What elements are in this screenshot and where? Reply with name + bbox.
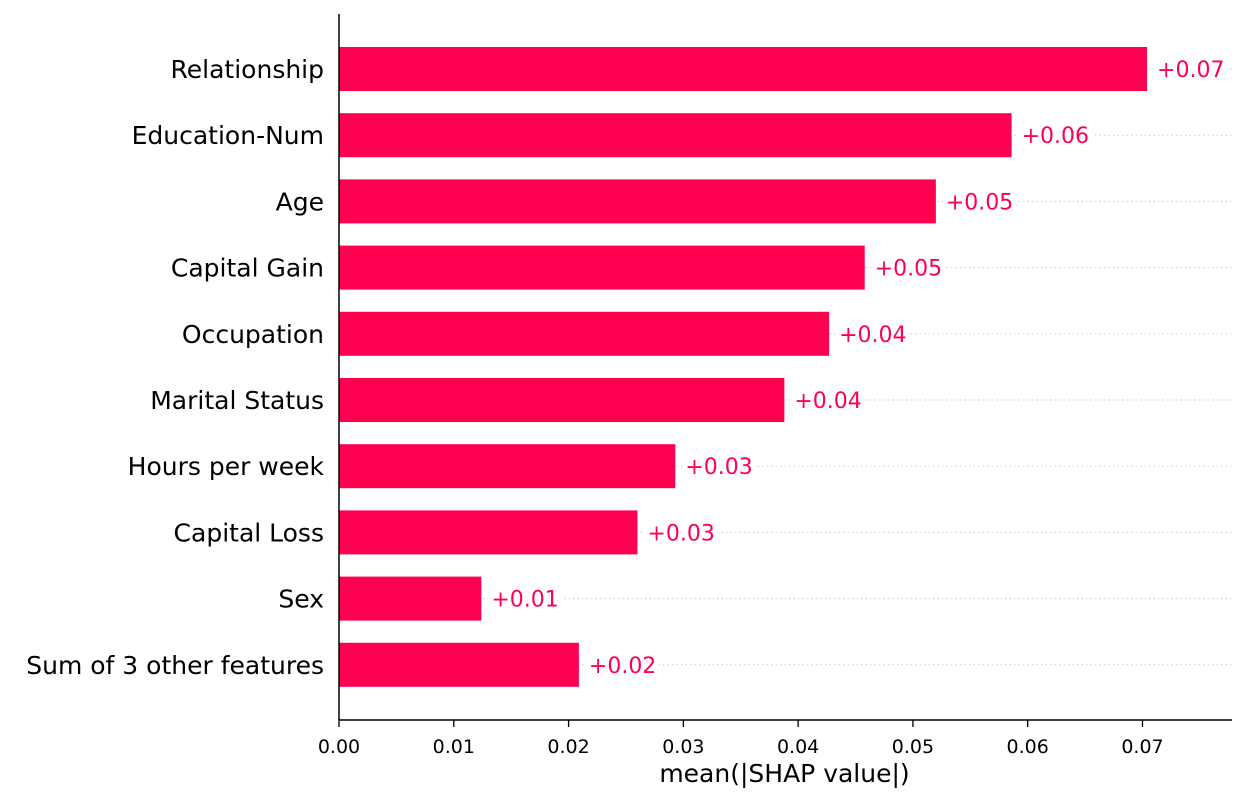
x-tick-label: 0.07 <box>1121 736 1163 758</box>
value-label: +0.05 <box>875 257 942 282</box>
category-label: Education-Num <box>132 121 324 150</box>
category-label: Relationship <box>171 55 324 84</box>
x-tick-label: 0.04 <box>777 736 819 758</box>
category-label: Sex <box>278 585 324 614</box>
category-label: Age <box>276 187 324 216</box>
guide-lines <box>339 68 1232 666</box>
bar <box>339 642 579 687</box>
bars <box>339 47 1148 687</box>
bar <box>339 311 830 356</box>
value-label-background <box>942 190 1017 216</box>
category-label: Occupation <box>182 320 324 349</box>
value-label: +0.06 <box>1022 124 1089 149</box>
value-label: +0.03 <box>647 521 714 546</box>
x-tick-label: 0.01 <box>433 736 475 758</box>
value-label: +0.04 <box>794 389 861 414</box>
value-label-background <box>836 322 910 348</box>
bar <box>339 444 676 489</box>
value-label: +0.07 <box>1157 58 1224 83</box>
x-tick-label: 0.00 <box>318 736 360 758</box>
bar <box>339 47 1148 91</box>
bar <box>339 245 865 290</box>
value-label: +0.04 <box>839 323 906 348</box>
x-ticks: 0.00 0.01 0.02 0.03 0.04 0.05 0.06 0.07 <box>318 720 1164 758</box>
value-label: +0.03 <box>685 455 752 480</box>
value-label-background <box>871 256 946 282</box>
x-tick-label: 0.06 <box>1007 736 1049 758</box>
value-labels: +0.07 +0.06 +0.05 +0.05 +0.04 +0.04 +0.03 +0.03… <box>488 58 1228 679</box>
value-label: +0.05 <box>946 190 1013 215</box>
value-label-background <box>488 587 562 613</box>
value-label: +0.02 <box>589 654 656 679</box>
x-tick-label: 0.02 <box>547 736 589 758</box>
value-label: +0.01 <box>491 588 558 613</box>
category-label: Marital Status <box>150 386 324 415</box>
bar <box>339 378 785 422</box>
category-label: Hours per week <box>128 452 325 481</box>
category-labels: Relationship Education-Num Age Capital Gain… <box>26 55 324 680</box>
value-label-background <box>791 389 865 414</box>
category-label: Sum of 3 other features <box>26 651 324 680</box>
value-label-background <box>682 455 756 481</box>
x-tick-label: 0.03 <box>662 736 704 758</box>
x-axis-title: mean(|SHAP value|) <box>659 759 909 788</box>
value-label-background <box>1154 58 1228 83</box>
category-label: Capital Loss <box>174 518 324 547</box>
bar <box>339 179 936 224</box>
value-label-background <box>644 521 718 547</box>
bar <box>339 113 1012 158</box>
value-label-background <box>1018 124 1093 150</box>
x-tick-label: 0.05 <box>892 736 934 758</box>
bar <box>339 510 638 555</box>
bar <box>339 576 482 621</box>
category-label: Capital Gain <box>171 254 324 283</box>
axes <box>338 14 1232 721</box>
value-label-background <box>585 653 660 679</box>
